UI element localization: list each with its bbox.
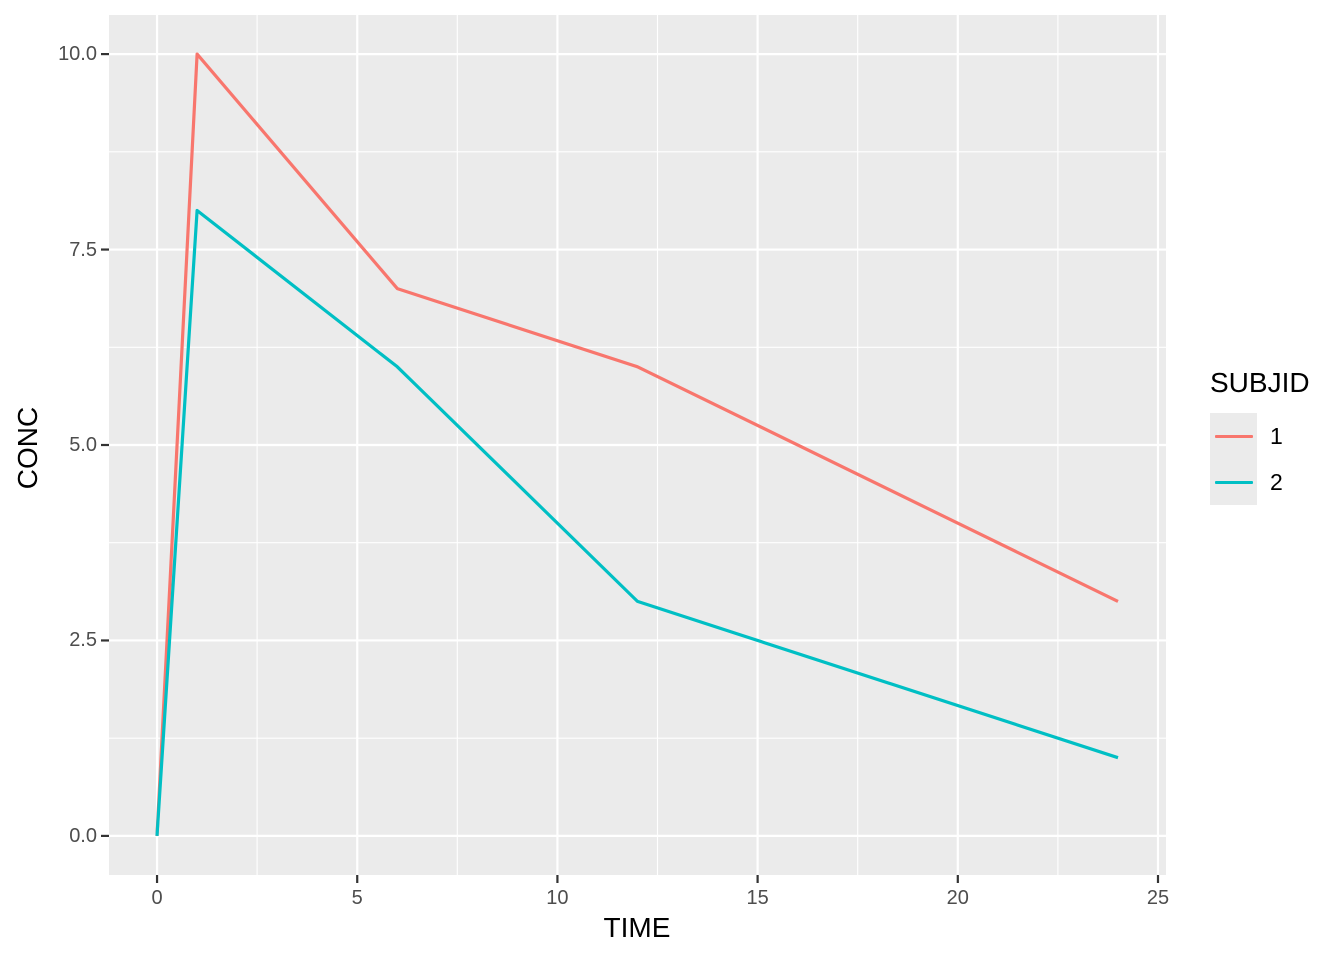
legend-entry-label: 2 xyxy=(1270,468,1283,495)
series-line-2 xyxy=(155,208,1119,837)
x-tick-label: 5 xyxy=(351,887,363,909)
legend-entry: 1 xyxy=(1210,413,1310,459)
legend-entry: 2 xyxy=(1210,459,1310,505)
x-tick-label: 25 xyxy=(1146,887,1170,909)
legend-title: SUBJID xyxy=(1210,367,1310,398)
y-tick-label: 5.0 xyxy=(69,434,97,456)
legend-key-line-icon xyxy=(1214,480,1253,484)
x-tick-label: 10 xyxy=(546,887,569,909)
x-tick-label: 0 xyxy=(151,887,163,909)
legend-key-line-icon xyxy=(1214,434,1253,438)
y-axis-title: CONC xyxy=(12,406,43,490)
y-tick-label: 7.5 xyxy=(69,238,97,261)
y-tick-label: 0.0 xyxy=(69,824,97,847)
x-tick-label: 15 xyxy=(746,887,769,909)
x-tick-label: 20 xyxy=(946,887,969,909)
legend-key xyxy=(1210,413,1257,459)
x-axis-title: TIME xyxy=(603,912,671,943)
y-tick-label: 10.0 xyxy=(58,43,97,66)
legend-entry-label: 1 xyxy=(1270,422,1283,449)
y-tick-label: 2.5 xyxy=(69,629,97,652)
legend-key xyxy=(1210,459,1257,505)
series-line-1 xyxy=(155,52,1119,836)
